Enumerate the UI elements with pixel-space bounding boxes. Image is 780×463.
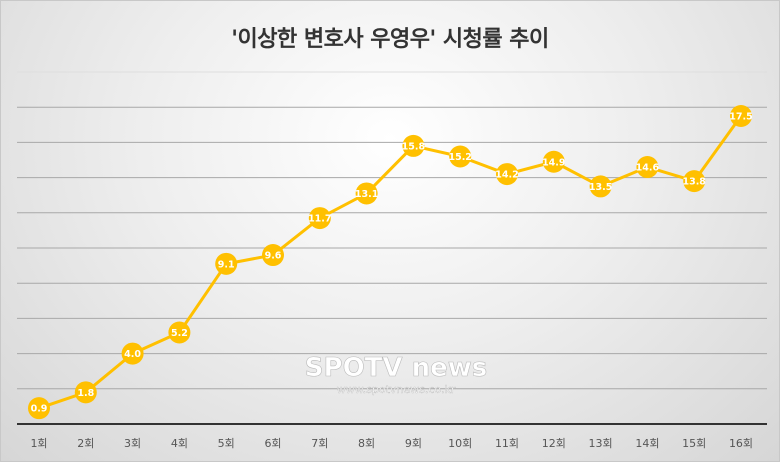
x-tick-label: 1회 bbox=[30, 437, 47, 450]
data-point bbox=[215, 252, 238, 275]
x-tick-label: 9회 bbox=[405, 437, 422, 450]
x-tick-label: 2회 bbox=[77, 437, 94, 450]
data-point bbox=[542, 150, 565, 173]
x-tick-label: 10회 bbox=[448, 437, 472, 450]
data-label: 1.8 bbox=[77, 388, 94, 399]
data-label: 14.9 bbox=[542, 157, 565, 168]
data-label: 9.1 bbox=[218, 259, 235, 270]
data-label: 14.2 bbox=[495, 170, 518, 181]
watermark-logo: SPOTV news bbox=[305, 353, 487, 383]
data-point bbox=[262, 244, 284, 267]
data-label: 13.8 bbox=[682, 177, 706, 188]
x-tick-label: 16회 bbox=[729, 437, 753, 450]
x-tick-label: 8회 bbox=[358, 437, 375, 450]
data-point bbox=[308, 207, 331, 230]
data-label: 14.6 bbox=[636, 163, 660, 174]
x-tick-label: 12회 bbox=[542, 437, 566, 450]
data-point bbox=[74, 381, 97, 404]
data-label: 5.2 bbox=[171, 328, 188, 339]
x-tick-label: 13회 bbox=[589, 437, 613, 450]
data-point bbox=[28, 397, 50, 420]
data-point bbox=[121, 342, 144, 365]
x-tick-label: 4회 bbox=[171, 437, 188, 450]
data-point bbox=[402, 134, 425, 157]
data-point bbox=[730, 105, 752, 127]
data-label: 0.9 bbox=[31, 404, 48, 415]
data-point bbox=[589, 175, 612, 198]
data-point bbox=[636, 156, 659, 179]
data-point bbox=[168, 321, 191, 344]
x-tick-label: 3회 bbox=[124, 437, 141, 450]
data-label: 15.2 bbox=[448, 152, 471, 163]
data-point bbox=[449, 145, 472, 168]
data-label: 15.8 bbox=[402, 141, 426, 152]
x-tick-label: 11회 bbox=[495, 437, 519, 450]
data-label: 11.7 bbox=[308, 214, 331, 225]
x-tick-label: 6회 bbox=[264, 437, 281, 450]
data-point bbox=[496, 163, 518, 186]
data-point bbox=[683, 170, 706, 193]
series-line bbox=[38, 115, 743, 410]
data-label: 4.0 bbox=[124, 349, 141, 360]
x-tick-label: 14회 bbox=[635, 437, 659, 450]
x-tick-label: 7회 bbox=[311, 437, 328, 450]
chart-title: '이상한 변호사 우영우' 시청률 추이 bbox=[231, 27, 549, 52]
data-point bbox=[355, 182, 378, 205]
data-label: 13.5 bbox=[589, 182, 612, 193]
data-label: 13.1 bbox=[355, 189, 378, 200]
x-tick-label: 15회 bbox=[682, 437, 706, 450]
data-label: 9.6 bbox=[265, 251, 282, 262]
watermark-url: www.spotvnews.co.kr bbox=[337, 383, 456, 396]
x-tick-label: 5회 bbox=[218, 437, 235, 450]
data-label: 17.5 bbox=[729, 112, 752, 123]
